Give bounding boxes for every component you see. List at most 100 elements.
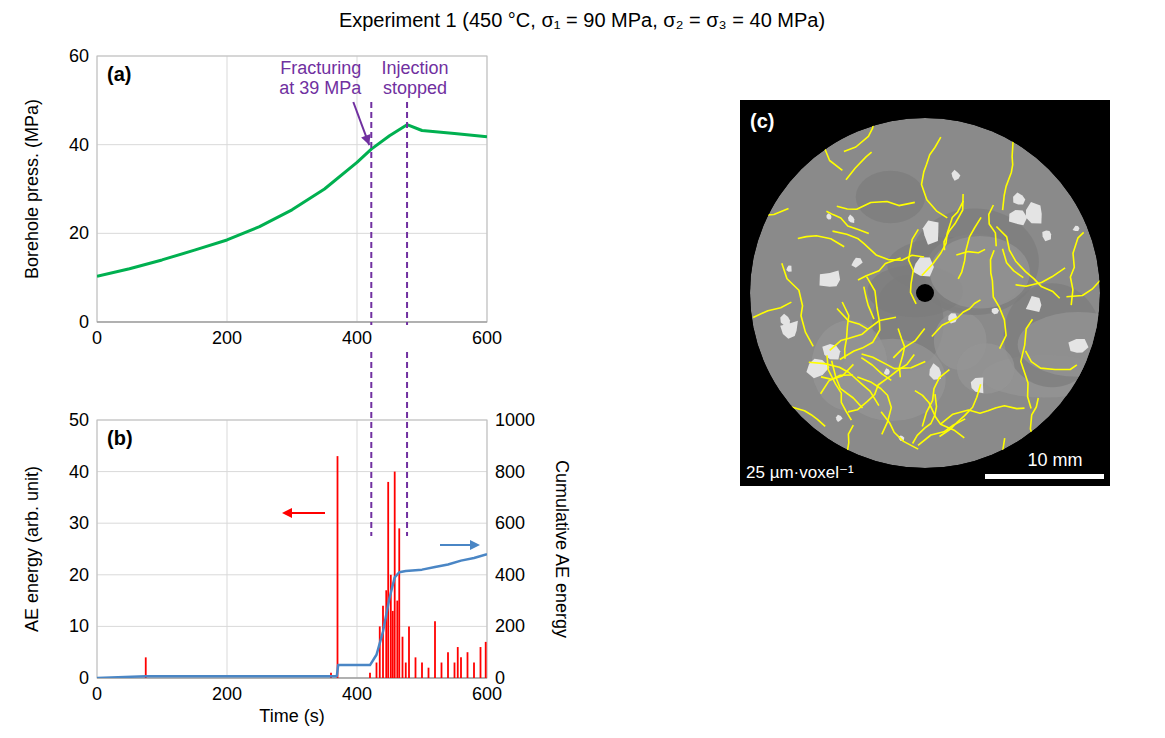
spike [382, 606, 384, 678]
crack-trace [837, 202, 915, 210]
spike [473, 663, 475, 678]
y-axis-title: AE energy (arb. unit) [22, 466, 42, 632]
bright-mineral [1042, 230, 1051, 241]
bright-mineral [1068, 339, 1088, 353]
spike [379, 626, 381, 678]
y2-axis-title: Cumulative AE energy [552, 460, 572, 638]
spike [385, 590, 387, 678]
bright-mineral [851, 258, 862, 268]
plot-frame [97, 56, 487, 322]
bright-mineral [1073, 226, 1080, 231]
grid-line [357, 420, 358, 678]
spike [405, 663, 407, 678]
crack-trace [844, 85, 876, 152]
axis-arrow [440, 544, 472, 546]
plot-frame [97, 420, 487, 678]
spike [398, 528, 400, 678]
grain [957, 343, 1015, 393]
y-tick-label: 0 [79, 312, 89, 332]
panel: 01020304050020040060002004006008001000AE… [22, 410, 572, 726]
grid-line [227, 420, 228, 678]
sample-disk [750, 118, 1100, 468]
y-tick-label: 20 [69, 565, 89, 585]
y-tick-label: 0 [79, 668, 89, 688]
line-series [97, 125, 487, 277]
x-tick-label: 0 [92, 328, 102, 348]
data-layer [97, 456, 487, 678]
grid-line [97, 322, 487, 323]
crack-trace [826, 211, 868, 233]
panel: 02040600200400600Borehole press. (MPa)(a… [22, 46, 502, 348]
line-series [97, 554, 487, 678]
crack-trace [956, 249, 985, 255]
y2-tick-label: 0 [495, 668, 505, 688]
y-tick-label: 60 [69, 46, 89, 66]
crack-trace [720, 209, 789, 237]
y-tick-label: 40 [69, 462, 89, 482]
x-axis [97, 321, 487, 322]
bright-mineral [884, 368, 890, 375]
bright-mineral [780, 314, 790, 326]
resolution-label: 25 µm·voxel⁻¹ [746, 463, 854, 482]
crack-trace [830, 317, 896, 350]
crack-trace [1003, 438, 1005, 471]
crack-trace [1026, 351, 1077, 370]
crack-trace [941, 406, 1025, 425]
arrow-head [470, 540, 480, 550]
crack-trace [1070, 232, 1083, 305]
spike [460, 657, 462, 678]
figure-title: Experiment 1 (450 °C, σ₁ = 90 MPa, σ₂ = … [339, 9, 825, 31]
annotation-line [370, 352, 372, 536]
crack-trace [932, 300, 981, 337]
x-tick-label: 600 [472, 328, 502, 348]
spike [392, 611, 394, 678]
crack-trace [922, 137, 948, 218]
figure: Experiment 1 (450 °C, σ₁ = 90 MPa, σ₂ = … [0, 0, 1165, 738]
crack-trace [915, 391, 964, 438]
annotation-line-text: Injection [382, 58, 449, 78]
arrow-head [361, 134, 370, 145]
annotation-line-text: at 39 MPa [279, 78, 362, 98]
sample [720, 85, 1139, 479]
crack-trace [837, 309, 868, 330]
crack-trace [832, 361, 863, 408]
spike [421, 663, 423, 678]
grid-line [227, 56, 228, 322]
annotation-line-text: Fracturing [280, 58, 361, 78]
y2-tick-label: 800 [495, 462, 525, 482]
crack-trace [842, 302, 849, 359]
crack-trace [1003, 141, 1014, 210]
y2-tick-label: 1000 [495, 410, 535, 430]
y2-tick-label: 200 [495, 616, 525, 636]
x-tick-label: 200 [212, 328, 242, 348]
crack-trace [1003, 249, 1024, 278]
bright-mineral [1013, 192, 1025, 204]
crack-trace [861, 358, 891, 381]
bright-mineral [820, 271, 841, 287]
borehole [916, 284, 934, 302]
crack-trace [1016, 268, 1066, 286]
arrow-head [282, 508, 292, 518]
x-tick-label: 0 [92, 684, 102, 704]
y-tick-label: 20 [69, 223, 89, 243]
grid-line [97, 574, 487, 575]
spike [369, 673, 371, 678]
image-background [740, 100, 1110, 486]
bright-mineral [848, 215, 854, 224]
grain [910, 209, 1039, 315]
x-axis-title: Time (s) [259, 706, 324, 726]
crack-trace [922, 201, 964, 276]
spike [447, 652, 449, 678]
crack-trace [989, 205, 996, 246]
grain [1018, 312, 1139, 377]
x-tick-label: 400 [342, 684, 372, 704]
annotation-line [406, 352, 408, 536]
spike [396, 601, 398, 678]
crack-trace [940, 384, 981, 436]
spike [467, 652, 469, 678]
bright-mineral [923, 221, 939, 245]
data-layer [97, 125, 487, 277]
y-tick-label: 40 [69, 135, 89, 155]
bright-mineral [786, 265, 791, 271]
crack-trace [996, 227, 1059, 299]
